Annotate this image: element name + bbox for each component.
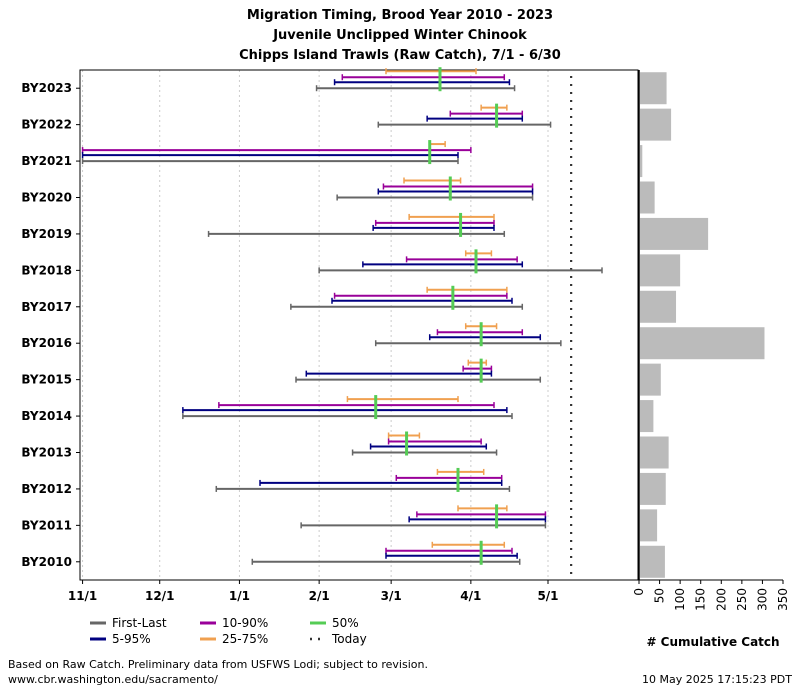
x-tick-label: 5/1 [537, 589, 558, 603]
timing-plot-frame [79, 69, 639, 581]
catch-bar-by2011 [640, 509, 658, 542]
legend-first-last-label: First-Last [112, 616, 167, 630]
by2018-label: BY2018 [21, 263, 72, 277]
catch-x-tick-label: 0 [632, 588, 646, 596]
chart-title: Migration Timing, Brood Year 2010 - 2023… [0, 6, 800, 66]
chart-title-line-2: Juvenile Unclipped Winter Chinook [273, 28, 527, 43]
x-tick-label: 11/1 [68, 589, 97, 603]
catch-bar-by2012 [640, 472, 666, 505]
by2011-label: BY2011 [21, 518, 72, 532]
catch-bar-by2023 [640, 72, 667, 105]
catch-x-tick-label: 100 [673, 588, 687, 611]
by2022-label: BY2022 [21, 118, 72, 132]
catch-bar-by2020 [640, 181, 655, 214]
by2014-label: BY2014 [21, 409, 72, 423]
legend-p25-75-label: 25-75% [222, 632, 268, 646]
by2017-label: BY2017 [21, 300, 72, 314]
catch-bar-by2015 [640, 363, 661, 396]
by2021-label: BY2021 [21, 154, 72, 168]
by2015-label: BY2015 [21, 373, 72, 387]
footer-note: Based on Raw Catch. Preliminary data fro… [8, 658, 428, 671]
catch-bar-by2014 [640, 400, 654, 433]
timing-plot: BY2023 BY2022 BY2021 BY2020 BY2019 BY2018 BY20… [21, 67, 639, 603]
catch-bar-by2016 [640, 327, 765, 360]
catch-bar-by2021 [640, 145, 643, 178]
by2010-label: BY2010 [21, 555, 72, 569]
chart-title-line-3: Chipps Island Trawls (Raw Catch), 7/1 - … [239, 48, 561, 63]
legend-p10-90-label: 10-90% [222, 616, 268, 630]
x-tick-label: 2/1 [309, 589, 330, 603]
by2023-label: BY2023 [21, 81, 72, 95]
x-tick-label: 4/1 [460, 589, 481, 603]
legend: First-Last 5-95% 10-90% 25-75% 50% Today [90, 616, 367, 646]
catch-bar-by2013 [640, 436, 669, 469]
footer-url: www.cbr.washington.edu/sacramento/ [8, 673, 218, 686]
legend-today-label: Today [331, 632, 367, 646]
catch-x-tick-label: 250 [735, 588, 749, 611]
x-tick-label: 3/1 [381, 589, 402, 603]
by2020-label: BY2020 [21, 191, 72, 205]
catch-bar-by2018 [640, 254, 681, 287]
catch-x-tick-label: 300 [755, 588, 769, 611]
x-tick-label: 1/1 [229, 589, 250, 603]
legend-p5-95-label: 5-95% [112, 632, 151, 646]
catch-bar-by2022 [640, 108, 672, 141]
catch-bar-by2019 [640, 217, 709, 250]
catch-x-tick-label: 150 [694, 588, 708, 611]
catch-x-tick-label: 200 [714, 588, 728, 611]
by2016-label: BY2016 [21, 336, 72, 350]
footer-timestamp: 10 May 2025 17:15:23 PDT [642, 673, 792, 686]
catch-x-axis-label: # Cumulative Catch [646, 635, 779, 649]
by2013-label: BY2013 [21, 446, 72, 460]
chart-title-line-1: Migration Timing, Brood Year 2010 - 2023 [246, 8, 554, 23]
catch-x-tick-label: 50 [653, 588, 667, 603]
by2012-label: BY2012 [21, 482, 72, 496]
catch-bar-by2017 [640, 290, 677, 323]
legend-p50-label: 50% [332, 616, 359, 630]
catch-bar-by2010 [640, 545, 665, 578]
by2019-label: BY2019 [21, 227, 72, 241]
catch-x-tick-label: 350 [776, 588, 790, 611]
catch-bar-plot: 0 50 100 150 200 250 300 350 # Cumulative Catch [632, 70, 790, 649]
x-tick-label: 12/1 [145, 589, 174, 603]
